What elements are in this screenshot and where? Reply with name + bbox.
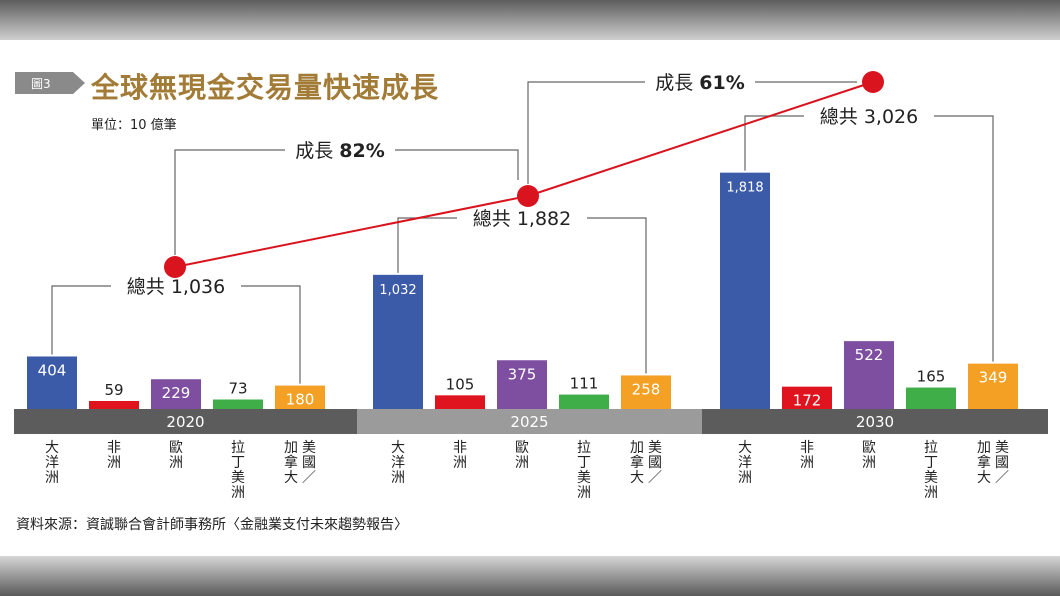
year-band-2025	[357, 409, 702, 434]
growth-pct-2025: 82%	[339, 140, 384, 162]
year-label-2025: 2025	[510, 413, 548, 431]
bottom-shadow-bar	[0, 556, 1060, 596]
total-bracket-left-2025	[397, 217, 457, 273]
bar-2030-africa	[782, 386, 832, 409]
category-label-2020-africa: 非洲	[107, 440, 121, 471]
total-bracket-left-2020	[51, 285, 111, 355]
category-label-2020-latam: 拉丁美洲	[231, 440, 245, 501]
value-label-2020-africa: 59	[104, 381, 123, 399]
chart-title: 全球無現金交易量快速成長	[91, 71, 440, 104]
total-label-2030: 總共 3,026	[820, 106, 918, 128]
value-label-2020-us-canada: 180	[286, 391, 315, 409]
bar-2020-europe	[151, 379, 201, 409]
value-label-2025-europe: 375	[508, 365, 537, 383]
category-label-2025-latam: 拉丁美洲	[577, 440, 591, 501]
bar-2025-africa	[435, 395, 485, 409]
category-label-2020-oceania: 大洋洲	[45, 440, 59, 486]
growth-bracket-right-2025	[395, 149, 519, 180]
category-label-2020-europe: 歐洲	[169, 440, 183, 471]
bar-2020-africa	[89, 401, 139, 409]
value-label-2025-latam: 111	[570, 375, 599, 393]
unit-label: 單位：10 億筆	[91, 118, 177, 133]
total-bracket-left-2030	[744, 115, 804, 171]
bar-2030-latam	[906, 387, 956, 409]
total-bracket-right-2025	[587, 217, 647, 374]
year-label-2030: 2030	[856, 413, 894, 431]
value-label-2025-africa: 105	[446, 375, 475, 393]
top-shadow-bar	[0, 0, 1060, 40]
category-label-2030-us-canada-col2: 加拿大	[977, 440, 991, 486]
category-label-2025-us-canada-col1: 美國／	[648, 440, 662, 486]
growth-word-2025: 成長	[295, 140, 339, 162]
value-label-2020-oceania: 404	[38, 361, 67, 379]
category-label-2030-africa: 非洲	[800, 440, 814, 471]
bar-2030-us-canada	[968, 363, 1018, 409]
category-label-2020-us-canada-col1: 美國／	[302, 440, 316, 486]
total-label-2020: 總共 1,036	[127, 276, 225, 298]
category-label-2030-europe: 歐洲	[862, 440, 876, 471]
value-label-2020-latam: 73	[228, 380, 247, 398]
growth-word-2030: 成長	[655, 72, 699, 94]
value-label-2030-latam: 165	[917, 368, 946, 386]
bar-2020-us-canada	[275, 385, 325, 409]
growth-bracket-left-2025	[174, 149, 285, 255]
bar-2025-us-canada	[621, 375, 671, 409]
category-label-2025-europe: 歐洲	[515, 440, 529, 471]
year-band-2030	[702, 409, 1048, 434]
category-label-2025-us-canada-col2: 加拿大	[630, 440, 644, 486]
trend-dot-2030	[862, 71, 884, 93]
badge-shape	[15, 72, 85, 94]
figure-badge-label: 圖3	[31, 77, 51, 91]
growth-label-2030: 成長 61%	[655, 72, 745, 94]
bar-2020-latam	[213, 399, 263, 409]
year-band-2020	[14, 409, 357, 434]
trend-dot-2020	[164, 256, 186, 278]
bar-2020-oceania	[27, 356, 77, 409]
total-bracket-right-2030	[934, 115, 994, 362]
growth-bracket-left-2030	[527, 81, 645, 184]
value-label-2020-europe: 229	[162, 384, 191, 402]
source-note: 資料來源：資誠聯合會計師事務所〈金融業支付未來趨勢報告〉	[16, 517, 408, 533]
bar-2030-oceania	[720, 172, 770, 409]
category-label-2030-latam: 拉丁美洲	[924, 440, 938, 501]
total-label-2025: 總共 1,882	[473, 208, 571, 230]
trend-dot-2025	[517, 185, 539, 207]
category-label-2020-us-canada-col2: 加拿大	[284, 440, 298, 486]
total-bracket-right-2020	[241, 285, 301, 384]
year-label-2020: 2020	[166, 413, 204, 431]
growth-pct-2030: 61%	[699, 72, 744, 94]
value-label-2030-oceania: 1,818	[726, 181, 763, 196]
category-label-2030-us-canada-col1: 美國／	[995, 440, 1009, 486]
growth-label-2025: 成長 82%	[295, 140, 385, 162]
value-label-2030-europe: 522	[855, 346, 884, 364]
figure-badge: 圖3	[15, 72, 85, 94]
category-label-2025-africa: 非洲	[453, 440, 467, 471]
value-label-2030-africa: 172	[793, 392, 822, 410]
bar-2025-latam	[559, 394, 609, 409]
category-label-2030-oceania: 大洋洲	[738, 440, 752, 486]
value-label-2025-us-canada: 258	[632, 380, 661, 398]
value-label-2025-oceania: 1,032	[379, 283, 416, 298]
bar-2030-europe	[844, 341, 894, 409]
bar-2025-europe	[497, 360, 547, 409]
category-label-2025-oceania: 大洋洲	[391, 440, 405, 486]
bar-2025-oceania	[373, 274, 423, 409]
value-label-2030-us-canada: 349	[979, 369, 1008, 387]
